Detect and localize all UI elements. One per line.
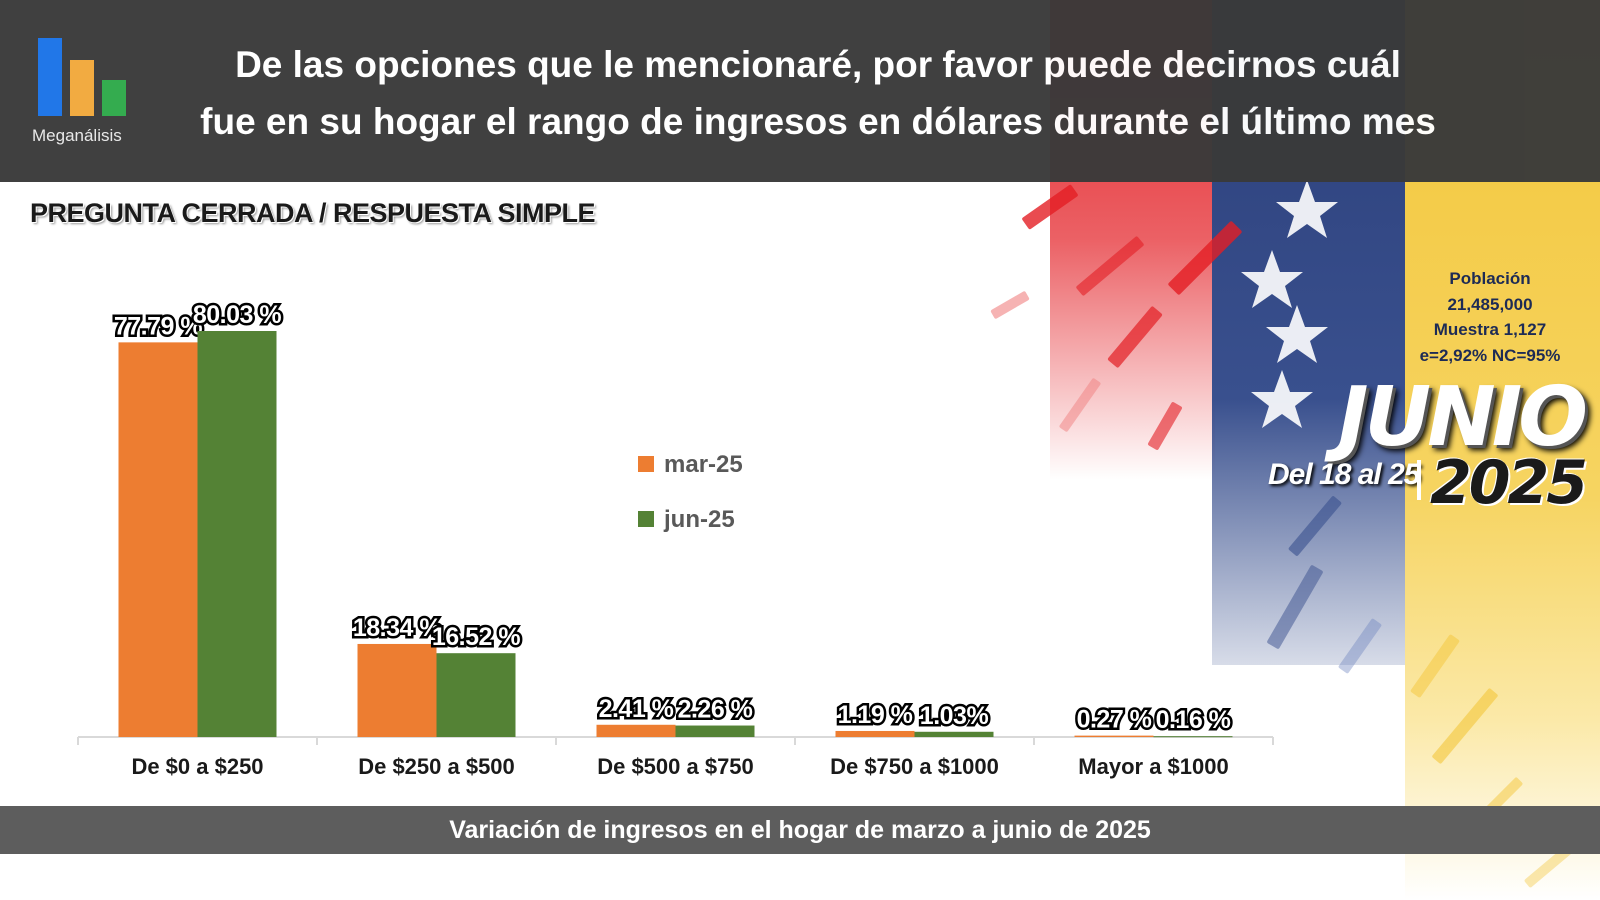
date-separator	[1417, 460, 1421, 500]
stats-sample: Muestra 1,127	[1433, 320, 1547, 339]
page-title: De las opciones que le mencionaré, por f…	[148, 36, 1488, 150]
data-label: 77.79 %	[114, 312, 203, 340]
logo-bar-orange	[70, 60, 94, 116]
data-label: 80.03 %	[193, 301, 282, 329]
legend-swatch	[638, 511, 654, 527]
date-month: JUNIO	[1338, 370, 1588, 465]
title-line-1: De las opciones que le mencionaré, por f…	[235, 44, 1401, 85]
footer-caption: Variación de ingresos en el hogar de mar…	[0, 806, 1600, 854]
bar-jun-25	[675, 725, 755, 737]
bar-mar-25	[1074, 735, 1154, 737]
bar-jun-25	[914, 731, 994, 737]
stats-population-label: Población	[1449, 269, 1531, 288]
data-label: 0.27 %	[1077, 706, 1152, 734]
header: Meganálisis De las opciones que le menci…	[0, 0, 1600, 182]
brush-stroke	[1410, 633, 1460, 699]
legend-label: mar-25	[664, 451, 743, 478]
bar-mar-25	[118, 342, 198, 737]
date-year: 2025	[1430, 448, 1588, 518]
x-tick-label: De $500 a $750	[597, 754, 754, 779]
data-label: 0.16 %	[1156, 706, 1231, 734]
brand-name: Meganálisis	[32, 126, 122, 145]
brush-stroke	[1431, 687, 1499, 765]
data-label: 18.34 %	[353, 614, 442, 642]
legend-label: jun-25	[663, 506, 735, 533]
date-range: Del 18 al 25	[1268, 458, 1420, 491]
x-tick-label: De $750 a $1000	[830, 754, 999, 779]
income-bar-chart: 77.79 %80.03 % De $0 a $250 18.34 %16.52 %…	[77, 299, 1274, 779]
bar-jun-25	[1153, 736, 1233, 738]
x-tick-label: De $250 a $500	[358, 754, 515, 779]
data-label: 1.03%	[920, 702, 989, 730]
data-label: 2.41 %	[599, 695, 674, 723]
data-label: 2.26 %	[678, 696, 753, 724]
data-label: 16.52 %	[432, 623, 521, 651]
bar-jun-25	[197, 331, 277, 737]
brand-logo: Meganálisis	[32, 38, 142, 150]
legend-swatch	[638, 456, 654, 472]
brush-stroke	[1021, 184, 1079, 230]
bar-mar-25	[357, 643, 437, 737]
logo-bar-blue	[38, 38, 62, 116]
bar-mar-25	[835, 730, 915, 737]
question-type-label: PREGUNTA CERRADA / RESPUESTA SIMPLE	[30, 198, 596, 228]
brush-stroke	[1287, 495, 1343, 557]
bar-jun-25	[436, 653, 516, 737]
stats-population-value: 21,485,000	[1447, 294, 1533, 314]
x-tick-label: Mayor a $1000	[1078, 754, 1228, 779]
x-tick-label: De $0 a $250	[131, 754, 263, 779]
brush-stroke	[1337, 617, 1383, 675]
data-label: 1.19 %	[838, 701, 913, 729]
logo-bar-green	[102, 80, 126, 116]
title-line-2: fue en su hogar el rango de ingresos en …	[200, 101, 1436, 142]
bar-mar-25	[596, 724, 676, 737]
stars-decoration	[1241, 180, 1338, 428]
stats-error-confidence: e=2,92% NC=95%	[1419, 345, 1561, 365]
survey-stats: Población 21,485,000 Muestra 1,127 e=2,9…	[1390, 266, 1590, 368]
